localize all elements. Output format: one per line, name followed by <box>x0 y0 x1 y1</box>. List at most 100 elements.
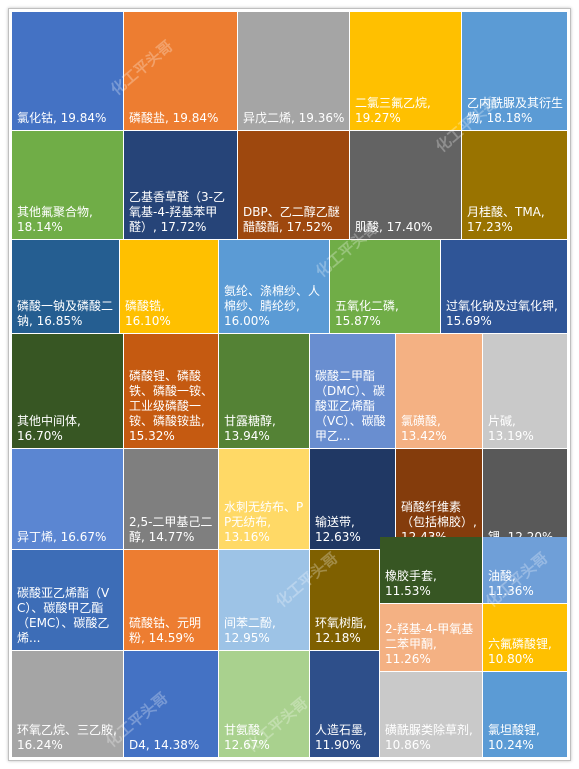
tile-value: 16.67% <box>60 530 107 544</box>
tile-label: 肌酸, 17.40% <box>355 220 457 235</box>
tile-label: 五氧化二磷, 15.87% <box>335 299 436 329</box>
tile-name: 碳酸二甲酯（DMC）、碳酸亚乙烯酯（VC）、碳酸甲乙... <box>315 369 386 443</box>
treemap-tile: 环氧树脂, 12.18% <box>310 550 379 650</box>
tile-separator: , <box>141 530 149 544</box>
tile-separator: , <box>279 220 287 234</box>
tile-separator: , <box>272 414 276 428</box>
tile-separator: , <box>351 515 355 529</box>
treemap-tile: 水刺无纺布、PP无纺布, 13.16% <box>219 449 309 549</box>
treemap-tile: 月桂酸、TMA, 17.23% <box>462 131 567 239</box>
treemap-tile: 五氧化二磷, 15.87% <box>330 240 440 333</box>
tile-label: 氨纶、涤棉纱、人棉纱、腈纶纱, 16.00% <box>224 284 325 329</box>
tile-name: 磷酸锂、磷酸铁、磷酸一铵、工业级磷酸一铵、磷酸铵盐 <box>129 369 214 428</box>
tile-name: 过氧化钠及过氧化钾 <box>446 299 555 313</box>
tile-label: 氯坦酸锂, 10.24% <box>488 723 563 753</box>
tile-name: 异丁烯 <box>17 530 54 544</box>
tile-value: 13.16% <box>224 530 270 544</box>
tile-name: 2-羟基-4-甲氧基二苯甲酮 <box>385 622 474 651</box>
tile-value: 14.77% <box>148 530 195 544</box>
treemap-tile: 硝酸纤维素（包括棉胶）, 12.43% <box>396 449 482 549</box>
tile-label: 二氯三氟乙烷, 19.27% <box>355 96 457 126</box>
tile-separator: , <box>272 616 276 630</box>
treemap-tile: 橡胶手套, 11.53% <box>380 537 482 603</box>
tile-separator: , <box>469 723 473 737</box>
tile-value: 18.18% <box>486 111 533 125</box>
tile-separator: , <box>437 414 441 428</box>
tile-value: 14.59% <box>148 631 195 645</box>
tile-label: 碳酸二甲酯（DMC）、碳酸亚乙烯酯（VC）、碳酸甲乙... <box>315 369 391 444</box>
tile-name: 氯化钴 <box>17 111 54 125</box>
tile-separator: , <box>379 220 387 234</box>
tile-value: 10.80% <box>488 652 534 666</box>
tile-label: 氯化钴, 19.84% <box>17 111 119 126</box>
tile-label: 其他中间体, 16.70% <box>17 414 119 444</box>
tile-label: 月桂酸、TMA, 17.23% <box>467 205 563 235</box>
treemap-tile: 异丁烯, 16.67% <box>12 449 123 549</box>
tile-separator: , <box>145 738 154 752</box>
tile-separator: , <box>260 723 264 737</box>
tile-value: 12.18% <box>315 631 361 645</box>
tile-separator: , <box>113 723 117 737</box>
tile-label: 磷酸一钠及磷酸二钠, 16.85% <box>17 299 115 329</box>
treemap-tile: 磷酸一钠及磷酸二钠, 16.85% <box>12 240 119 333</box>
tile-label: 甘氨酸, 12.67% <box>224 723 305 753</box>
tile-value: 14.38% <box>153 738 200 752</box>
tile-value: 16.10% <box>125 314 171 328</box>
tile-label: 甘露糖醇, 13.94% <box>224 414 305 444</box>
tile-label: 油酸, 11.36% <box>488 569 563 599</box>
tile-label: 过氧化钠及过氧化钾, 15.69% <box>446 299 563 329</box>
tile-separator: , <box>548 637 552 651</box>
treemap-tile: 甘露糖醇, 13.94% <box>219 334 309 448</box>
treemap-tile: 磷酸锂、磷酸铁、磷酸一铵、工业级磷酸一铵、磷酸铵盐, 15.32% <box>124 334 218 448</box>
tile-label: 水刺无纺布、PP无纺布, 13.16% <box>224 500 305 545</box>
tile-name: 甘露糖醇 <box>224 414 273 428</box>
tile-separator: , <box>89 205 93 219</box>
tile-separator: , <box>512 414 516 428</box>
treemap-tile: 氯磺酸, 13.42% <box>396 334 482 448</box>
tile-value: 11.26% <box>385 652 431 666</box>
tile-name: 异戊二烯 <box>243 111 292 125</box>
tile-name: 氯坦酸锂 <box>488 723 537 737</box>
tile-value: 17.52% <box>286 220 333 234</box>
tile-separator: , <box>165 111 173 125</box>
tile-name: 磷酸一钠及磷酸二钠 <box>17 299 114 328</box>
tile-separator: , <box>296 299 300 313</box>
tile-separator: , <box>29 314 37 328</box>
tile-separator: , <box>512 569 516 583</box>
treemap-chart: 氯化钴, 19.84% 磷酸盐, 19.84% 异戊二烯, 19.36% 二氯三氟乙烷… <box>12 12 567 757</box>
tile-separator: , <box>161 299 165 313</box>
tile-name: 磺酰脲类除草剂 <box>385 723 470 737</box>
tile-label: 橡胶手套, 11.53% <box>385 569 478 599</box>
tile-name: D4 <box>129 738 146 752</box>
tile-value: 17.23% <box>467 220 513 234</box>
tile-separator: , <box>433 637 437 651</box>
tile-separator: , <box>473 515 477 529</box>
tile-value: 19.36% <box>298 111 345 125</box>
treemap-tile: 硫酸钴、元明粉, 14.59% <box>124 550 218 650</box>
treemap-tile: 过氧化钠及过氧化钾, 15.69% <box>441 240 567 333</box>
treemap-tile: 碳酸二甲酯（DMC）、碳酸亚乙烯酯（VC）、碳酸甲乙... <box>310 334 395 448</box>
tile-value: 12.95% <box>224 631 270 645</box>
tile-name: 氨纶、涤棉纱、人棉纱、腈纶纱 <box>224 284 321 313</box>
treemap-tile: 碳酸亚乙烯酯（VC）、碳酸甲乙酯（EMC）、碳酸乙烯... <box>12 550 123 650</box>
tile-label: 磷酸盐, 19.84% <box>129 111 233 126</box>
treemap-tile: 二氯三氟乙烷, 19.27% <box>350 12 461 130</box>
treemap-tile: D4, 14.38% <box>124 651 218 757</box>
treemap-tile: 油酸, 11.36% <box>483 537 567 603</box>
treemap-tile: 氯坦酸锂, 10.24% <box>483 672 567 757</box>
tile-value: 17.72% <box>160 220 207 234</box>
treemap-tile: 氨纶、涤棉纱、人棉纱、腈纶纱, 16.00% <box>219 240 329 333</box>
tile-name: 环氧树脂 <box>315 616 364 630</box>
tile-name: 乙基香草醛（3-乙氧基-4-羟基苯甲醛） <box>129 190 225 234</box>
tile-value: 13.19% <box>488 429 534 443</box>
tile-name: 水刺无纺布、PP无纺布 <box>224 500 304 529</box>
tile-separator: , <box>363 616 367 630</box>
tile-name: 肌酸 <box>355 220 380 234</box>
treemap-tile: 乙内酰脲及其衍生物, 18.18% <box>462 12 567 130</box>
tile-value: 18.14% <box>17 220 63 234</box>
tile-separator: , <box>53 111 61 125</box>
tile-value: 16.24% <box>17 738 63 752</box>
tile-value: 12.63% <box>315 530 361 544</box>
treemap-tile: 2,5-二甲基己二醇, 14.77% <box>124 449 218 549</box>
treemap-tile: 六氟磷酸锂, 10.80% <box>483 604 567 671</box>
